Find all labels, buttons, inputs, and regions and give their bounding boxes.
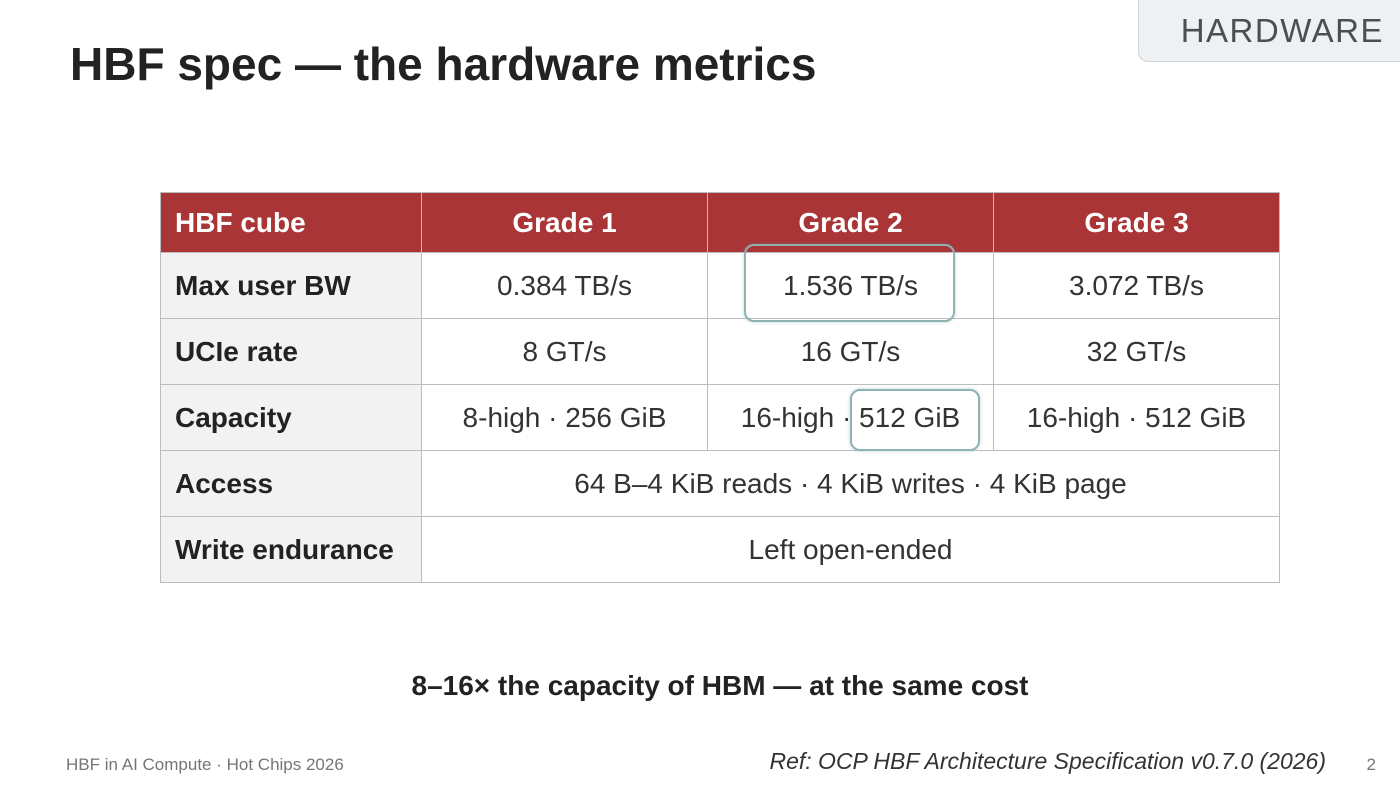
table-row-capacity: Capacity 8-high · 256 GiB 16-high · 512 … [160,384,1280,451]
column-header-grade-2: Grade 2 [707,192,994,253]
table-row-write-endurance: Write endurance Left open-ended [160,516,1280,583]
cell-capacity-grade-3: 16-high · 512 GiB [993,384,1280,451]
cell-capacity-grade-2: 16-high · 512 GiB [707,384,994,451]
row-label-capacity: Capacity [160,384,422,451]
row-label-max-user-bw: Max user BW [160,252,422,319]
footer-event: HBF in AI Compute · Hot Chips 2026 [66,755,344,774]
table-row-access: Access 64 B–4 KiB reads · 4 KiB writes ·… [160,450,1280,517]
slide-title: HBF spec — the hardware metrics [70,38,817,90]
cell-write-endurance-all-grades: Left open-ended [421,516,1280,583]
footer-reference: Ref: OCP HBF Architecture Specification … [769,748,1326,774]
page-number: 2 [1366,755,1376,774]
row-label-write-endurance: Write endurance [160,516,422,583]
cell-ucie-rate-grade-1: 8 GT/s [421,318,708,385]
cell-max-user-bw-grade-3: 3.072 TB/s [993,252,1280,319]
column-header-grade-1: Grade 1 [421,192,708,253]
tagline: 8–16× the capacity of HBM — at the same … [411,670,1029,701]
table-row-ucie-rate: UCIe rate 8 GT/s 16 GT/s 32 GT/s [160,318,1280,385]
row-label-ucie-rate: UCIe rate [160,318,422,385]
table-header-row: HBF cube Grade 1 Grade 2 Grade 3 [160,192,1280,253]
cell-ucie-rate-grade-3: 32 GT/s [993,318,1280,385]
spec-table: HBF cube Grade 1 Grade 2 Grade 3 Max use… [160,192,1280,583]
table-corner-header: HBF cube [160,192,422,253]
table-row-max-user-bw: Max user BW 0.384 TB/s 1.536 TB/s 3.072 … [160,252,1280,319]
cell-access-all-grades: 64 B–4 KiB reads · 4 KiB writes · 4 KiB … [421,450,1280,517]
column-header-grade-3: Grade 3 [993,192,1280,253]
cell-max-user-bw-grade-2: 1.536 TB/s [707,252,994,319]
cell-capacity-grade-1: 8-high · 256 GiB [421,384,708,451]
row-label-access: Access [160,450,422,517]
section-tag: HARDWARE [1138,0,1400,62]
cell-ucie-rate-grade-2: 16 GT/s [707,318,994,385]
cell-max-user-bw-grade-1: 0.384 TB/s [421,252,708,319]
